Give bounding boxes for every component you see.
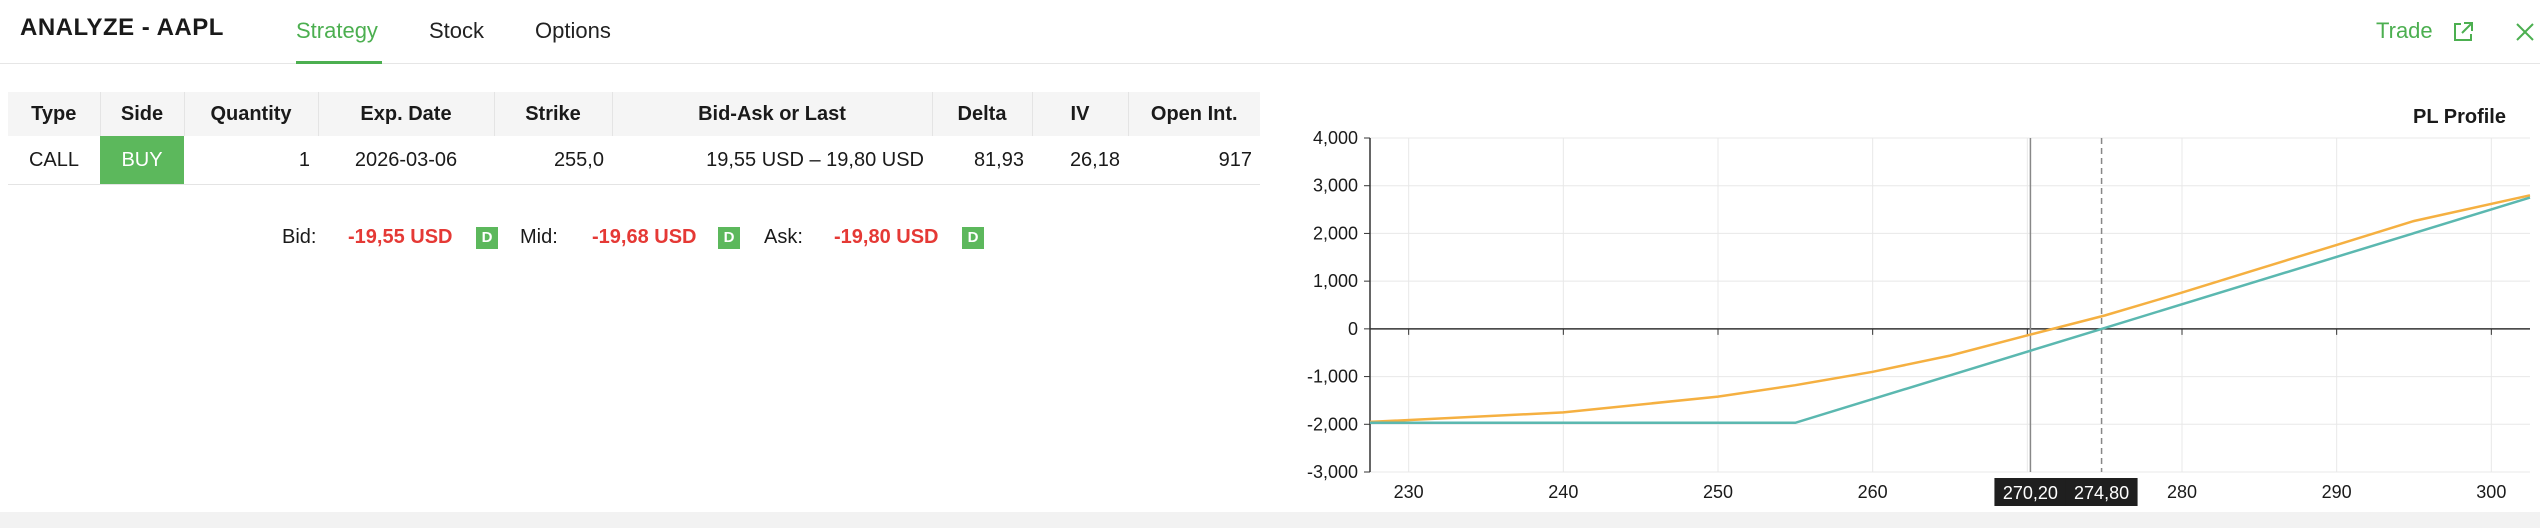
marker-label: 274,80 bbox=[2074, 483, 2129, 503]
marker-label: 270,20 bbox=[2003, 483, 2058, 503]
top-bar: ANALYZE - AAPL Strategy Stock Options Tr… bbox=[0, 0, 2540, 64]
x-tick-label: 260 bbox=[1858, 482, 1888, 502]
bottom-bar bbox=[0, 512, 2540, 528]
marker-label-bg bbox=[1994, 478, 2067, 506]
table-header-row: Type Side Quantity Exp. Date Strike Bid-… bbox=[8, 92, 1260, 136]
column-header-delta[interactable]: Delta bbox=[932, 92, 1033, 136]
close-icon[interactable] bbox=[2515, 22, 2535, 47]
cell-delta: 81,93 bbox=[932, 136, 1032, 185]
cell-quantity[interactable]: 1 bbox=[184, 136, 318, 185]
cell-type: CALL bbox=[8, 136, 100, 185]
column-header-open-int[interactable]: Open Int. bbox=[1128, 92, 1260, 136]
strategy-table: Type Side Quantity Exp. Date Strike Bid-… bbox=[8, 92, 1260, 185]
x-tick-label: 230 bbox=[1394, 482, 1424, 502]
x-tick-label: 250 bbox=[1703, 482, 1733, 502]
x-tick-label: 280 bbox=[2167, 482, 2197, 502]
y-tick-label: -3,000 bbox=[1307, 462, 1358, 482]
x-tick-label: 300 bbox=[2476, 482, 2506, 502]
column-header-quantity[interactable]: Quantity bbox=[184, 92, 319, 136]
y-tick-label: 4,000 bbox=[1313, 128, 1358, 148]
quote-summary: Bid: -19,55 USD D Mid: -19,68 USD D Ask:… bbox=[0, 224, 1260, 254]
external-link-icon[interactable] bbox=[2452, 21, 2474, 48]
bid-value: -19,55 USD bbox=[348, 226, 453, 248]
ask-d-badge: D bbox=[962, 227, 984, 249]
y-tick-label: -1,000 bbox=[1307, 367, 1358, 387]
tab-options[interactable]: Options bbox=[535, 18, 611, 43]
pl-profile-chart[interactable]: 4,000 3,000 2,000 1,000 0 -1,000 -2,000 -3,000 2… bbox=[1260, 120, 2540, 512]
mid-label: Mid: bbox=[520, 226, 558, 248]
ask-value: -19,80 USD bbox=[834, 226, 939, 248]
series-line-expiration bbox=[1370, 196, 2531, 425]
y-tick-label: -2,000 bbox=[1307, 414, 1358, 434]
tab-strategy[interactable]: Strategy bbox=[296, 18, 378, 43]
column-header-strike[interactable]: Strike bbox=[494, 92, 613, 136]
page-title: ANALYZE - AAPL bbox=[20, 14, 224, 41]
cell-side: BUY bbox=[100, 136, 184, 185]
column-header-bid-ask[interactable]: Bid-Ask or Last bbox=[612, 92, 933, 136]
side-buy-badge[interactable]: BUY bbox=[100, 136, 184, 184]
column-header-side[interactable]: Side bbox=[100, 92, 185, 136]
cell-open-int: 917 bbox=[1128, 136, 1260, 185]
active-tab-indicator bbox=[296, 61, 382, 64]
bid-d-badge: D bbox=[476, 227, 498, 249]
y-tick-label: 2,000 bbox=[1313, 223, 1358, 243]
column-header-exp-date[interactable]: Exp. Date bbox=[318, 92, 495, 136]
mid-value: -19,68 USD bbox=[592, 226, 697, 248]
cell-strike[interactable]: 255,0 bbox=[494, 136, 612, 185]
cell-exp-date[interactable]: 2026-03-06 bbox=[318, 136, 494, 185]
x-tick-label: 240 bbox=[1548, 482, 1578, 502]
marker-label-bg bbox=[2065, 478, 2138, 506]
x-tick-label: 290 bbox=[2322, 482, 2352, 502]
column-header-iv[interactable]: IV bbox=[1032, 92, 1129, 136]
ask-label: Ask: bbox=[764, 226, 803, 248]
y-tick-label: 1,000 bbox=[1313, 271, 1358, 291]
y-tick-label: 0 bbox=[1348, 319, 1358, 339]
chart-title: PL Profile bbox=[2413, 106, 2506, 128]
y-tick-label: 3,000 bbox=[1313, 176, 1358, 196]
series-line-today bbox=[1369, 194, 2531, 424]
table-row[interactable]: CALL BUY 1 2026-03-06 255,0 19,55 USD – … bbox=[8, 136, 1260, 185]
tab-stock[interactable]: Stock bbox=[429, 18, 485, 43]
trade-link[interactable]: Trade bbox=[2376, 18, 2433, 43]
cell-iv: 26,18 bbox=[1032, 136, 1128, 185]
mid-d-badge: D bbox=[718, 227, 740, 249]
column-header-type[interactable]: Type bbox=[8, 92, 101, 136]
bid-label: Bid: bbox=[282, 226, 317, 248]
cell-bid-ask: 19,55 USD – 19,80 USD bbox=[612, 136, 932, 185]
